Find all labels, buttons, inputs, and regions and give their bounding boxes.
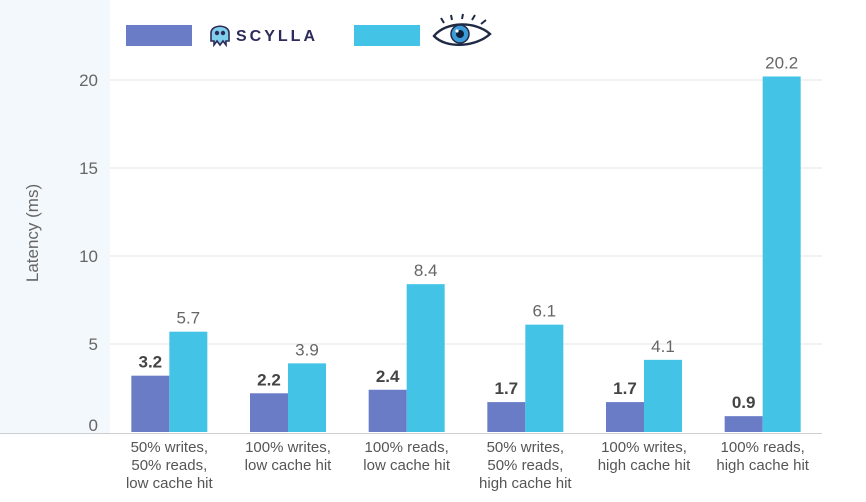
y-tick-label: 15 [79, 159, 98, 178]
x-category-label: low cache hit [363, 457, 451, 474]
legend-label-series-1: SCYLLA [236, 28, 318, 45]
data-label: 3.9 [295, 340, 319, 359]
cassandra-eye-icon [432, 13, 492, 46]
data-label: 2.4 [376, 367, 400, 386]
bar-series-1 [250, 393, 288, 432]
bar-series-2 [288, 363, 326, 432]
data-label: 4.1 [651, 337, 675, 356]
bar-series-2 [644, 359, 682, 432]
bar-series-2 [525, 324, 564, 432]
x-category-label: 100% writes, [601, 439, 687, 456]
y-tick-label: 20 [79, 71, 98, 90]
x-category-label: 100% writes, [245, 439, 331, 456]
data-label: 2.2 [257, 370, 281, 389]
bar-series-1 [724, 416, 763, 432]
bar-series-1 [368, 389, 407, 432]
y-axis-label: Latency (ms) [23, 184, 42, 282]
x-category-label: 100% reads, [365, 439, 449, 456]
data-label: 8.4 [414, 261, 438, 280]
data-label: 1.7 [613, 379, 637, 398]
scylla-logo-icon [210, 25, 230, 48]
legend-swatch-series-1 [126, 25, 192, 46]
x-category-label: high cache hit [716, 457, 809, 474]
data-label: 6.1 [533, 302, 557, 321]
data-label: 3.2 [139, 353, 163, 372]
data-label: 1.7 [495, 379, 519, 398]
bar-series-1 [131, 375, 170, 432]
data-label: 20.2 [765, 53, 798, 72]
x-category-label: high cache hit [598, 457, 691, 474]
x-category-label: 50% writes, [487, 439, 565, 456]
bar-series-2 [762, 76, 801, 432]
data-label: 0.9 [732, 393, 756, 412]
bar-series-2 [406, 284, 445, 432]
x-category-label: low cache hit [126, 475, 214, 492]
y-tick-label: 10 [79, 247, 98, 266]
x-category-label: low cache hit [245, 457, 333, 474]
bar-series-1 [487, 402, 526, 432]
x-category-label: 50% writes, [131, 439, 209, 456]
x-category-label: 50% reads, [487, 457, 563, 474]
y-axis-band [0, 0, 110, 434]
y-tick-label: 0 [89, 416, 98, 435]
y-tick-label: 5 [89, 335, 98, 354]
bar-series-1 [606, 402, 644, 432]
data-label: 5.7 [177, 309, 201, 328]
x-category-label: 50% reads, [131, 457, 207, 474]
x-category-label: high cache hit [479, 475, 572, 492]
x-category-label: 100% reads, [721, 439, 805, 456]
legend-swatch-series-2 [354, 25, 420, 46]
bar-series-2 [169, 331, 208, 432]
